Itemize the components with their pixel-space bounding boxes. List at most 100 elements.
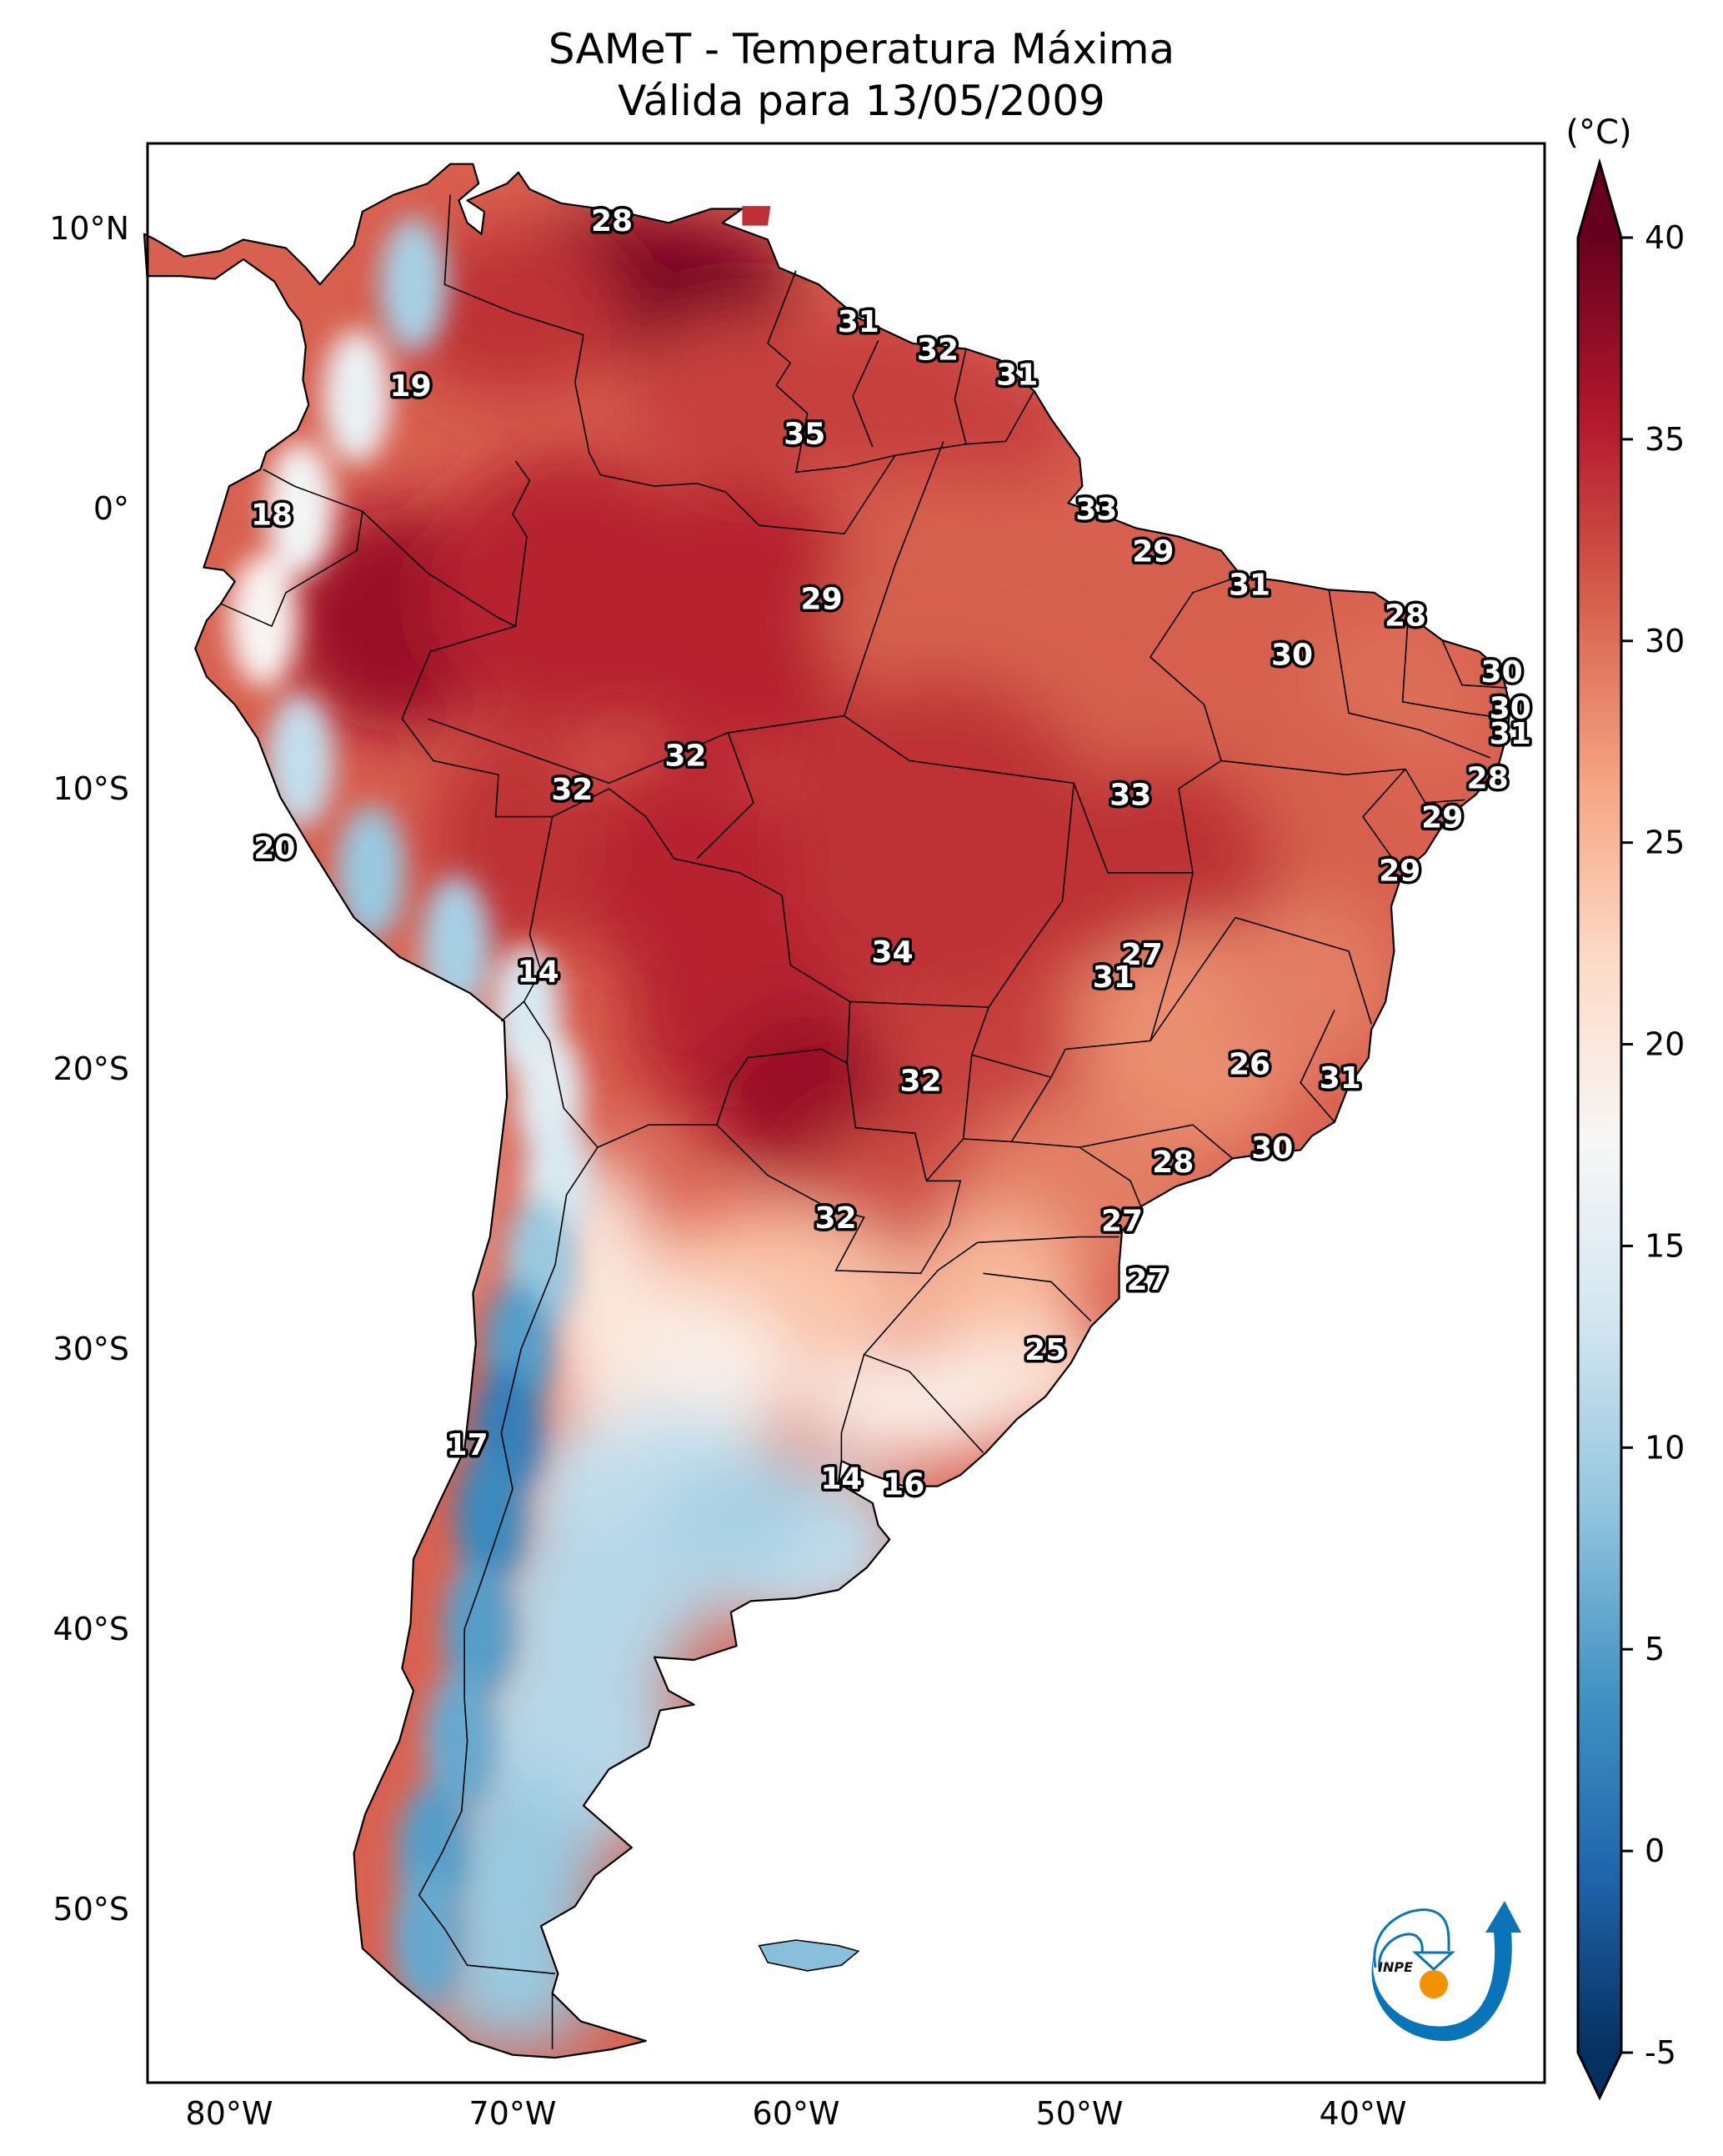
heat-blob	[598, 480, 881, 761]
colorbar-tick-label: -5	[1645, 2034, 1676, 2071]
temperature-value-label: 26	[1229, 1047, 1270, 1081]
temperature-value-label: 18	[251, 499, 293, 533]
colorbar-unit-label: (°C)	[1565, 113, 1631, 152]
border-line	[716, 1063, 962, 1275]
border-line	[1150, 916, 1372, 1041]
temperature-value-label: 27	[1127, 1263, 1169, 1297]
andes-cold-band	[428, 1673, 496, 1809]
temperature-value-label: 33	[1075, 493, 1117, 527]
border-line	[1405, 769, 1465, 804]
colorbar-tick-label: 5	[1645, 1631, 1665, 1667]
political-borders	[220, 194, 1508, 2049]
islands	[742, 206, 860, 1972]
lat-tick-label: 0°	[93, 490, 129, 527]
logo-swoosh	[1371, 1901, 1521, 2042]
latitude-tick-labels: 10°N 0° 10°S 20°S 30°S 40°S 50°S	[49, 210, 129, 1928]
temperature-value-label: 31	[1490, 717, 1531, 751]
map-title: SAMeT - Temperatura Máxima Válida para 1…	[0, 23, 1723, 127]
border-line	[1361, 768, 1406, 874]
temperature-value-label: 30	[1271, 639, 1313, 673]
colorbar-tick-label: 10	[1645, 1429, 1685, 1466]
border-line	[954, 348, 967, 444]
title-line-1: SAMeT - Temperatura Máxima	[548, 25, 1175, 73]
temperature-value-label: 28	[1467, 762, 1509, 796]
temperature-value-label: 31	[1229, 569, 1270, 603]
colorbar-tick-label: 0	[1645, 1833, 1665, 1869]
border-line	[983, 1272, 1092, 1321]
border-line	[844, 441, 944, 716]
andes-cold-band	[456, 1449, 524, 1585]
border-line	[849, 1000, 989, 1008]
lat-tick-label: 40°S	[53, 1611, 129, 1647]
temperature-value-label: 14	[518, 955, 559, 989]
border-line	[1011, 1141, 1143, 1210]
border-line	[1300, 1010, 1335, 1123]
colorbar-tick-label: 15	[1645, 1227, 1685, 1264]
colorbar-tick-label: 35	[1645, 421, 1685, 458]
map-axes-border	[146, 142, 1546, 2084]
border-line	[1401, 614, 1508, 720]
temperature-value-label: 30	[1251, 1131, 1293, 1166]
border-line	[840, 1354, 865, 1462]
temperature-value-label: 32	[551, 773, 593, 807]
border-line	[443, 194, 602, 476]
andes-cold-band	[266, 441, 334, 576]
andes-cold-band	[393, 1869, 462, 2005]
trinidad-island	[742, 206, 771, 226]
colorbar-tick-label: 25	[1645, 825, 1685, 861]
colorbar-gradient	[1578, 238, 1621, 2053]
temperature-value-label: 27	[1121, 938, 1163, 972]
border-line	[1220, 760, 1406, 776]
temperature-value-label: 27	[1101, 1204, 1143, 1238]
border-line	[362, 510, 553, 1002]
heat-blobs	[286, 214, 1476, 2049]
border-line	[220, 469, 363, 628]
colorbar-tick-label: 40	[1645, 219, 1685, 256]
temperature-value-label: 28	[1152, 1146, 1194, 1180]
temperature-value-label: 30	[1481, 655, 1523, 689]
heat-blob	[768, 676, 1108, 1013]
lat-tick-label: 10°S	[53, 770, 129, 807]
title-line-2: Válida para 13/05/2009	[618, 77, 1105, 125]
border-line	[500, 1000, 525, 1022]
logo-orbit-outer	[1373, 1908, 1450, 1968]
temperature-value-label: 35	[784, 417, 825, 451]
lat-tick-label: 20°S	[53, 1050, 129, 1087]
temperature-value-label: 31	[1093, 960, 1134, 995]
andes-cold-band	[229, 553, 298, 689]
lat-tick-label: 30°S	[53, 1331, 129, 1367]
border-line	[977, 1236, 1119, 1244]
inpe-logo: INPE	[1371, 1901, 1521, 2042]
temperature-value-label: 17	[447, 1428, 488, 1462]
andes-cold-band	[337, 805, 405, 940]
colorbar-ticks: 40 35 30 25 20 15 10 5 0 -5	[1621, 219, 1685, 2071]
border-line	[1441, 639, 1508, 689]
land-heatmap	[144, 163, 1510, 2058]
temperature-value-label: 29	[1379, 854, 1420, 888]
temperature-value-label: 31	[996, 358, 1038, 393]
colorbar-tick-label: 20	[1645, 1026, 1685, 1063]
temperature-value-label: 29	[1132, 534, 1174, 569]
andes-cold-band	[266, 693, 334, 829]
temperature-value-label: 20	[253, 832, 295, 866]
temperature-value-label: 30	[1490, 692, 1531, 726]
temperature-value-label: 31	[838, 305, 879, 339]
colorbar-extend-max	[1578, 163, 1621, 238]
border-line	[418, 1146, 599, 1975]
border-line	[1328, 589, 1491, 759]
andes-cold-band	[379, 217, 448, 352]
border-line	[1079, 1124, 1234, 1160]
temperature-value-label: 32	[917, 333, 959, 367]
temperature-value-label: 31	[1320, 1061, 1361, 1096]
temperature-value-label: 14	[820, 1462, 862, 1497]
temperature-value-label: 16	[883, 1467, 924, 1502]
falkland-islands	[758, 1939, 860, 1972]
border-line	[600, 454, 896, 535]
lat-tick-label: 50°S	[53, 1891, 129, 1928]
border-line	[767, 270, 896, 474]
temperature-value-label: 29	[1421, 801, 1463, 835]
lon-tick-label: 60°W	[753, 2095, 840, 2132]
logo-orbit-inner	[1378, 1933, 1424, 1970]
border-line	[696, 732, 754, 860]
